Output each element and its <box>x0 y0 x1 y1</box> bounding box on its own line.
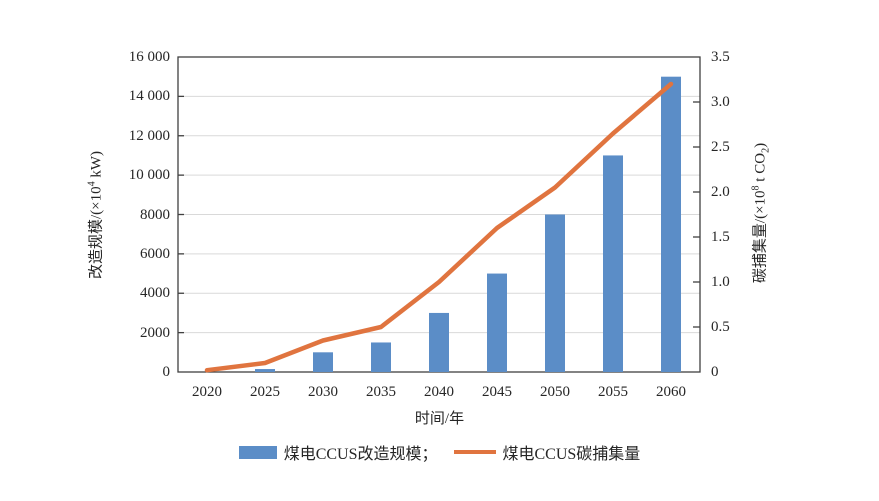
x-axis-tick-label: 2060 <box>656 384 686 400</box>
x-axis-tick-label: 2025 <box>250 384 280 400</box>
right-axis-tick-label: 1.0 <box>711 274 730 290</box>
right-axis-tick-label: 1.5 <box>711 229 730 245</box>
x-axis-tick-label: 2055 <box>598 384 628 400</box>
left-axis-tick-label: 8000 <box>140 206 170 223</box>
left-axis-tick-label: 4000 <box>140 285 170 302</box>
right-axis-tick-label: 2.0 <box>711 184 730 200</box>
left-axis-tick-label: 0 <box>162 364 171 380</box>
left-axis-title-unit: kW) <box>88 150 105 182</box>
bar-2055 <box>603 155 623 372</box>
bar-2045 <box>487 273 507 372</box>
left-axis-title-text: 改造规模/(×10 <box>88 186 105 280</box>
legend-line-swatch <box>453 450 496 454</box>
left-axis-tick-label: 6000 <box>140 245 170 262</box>
bar-2050 <box>545 214 565 372</box>
legend-bar-label: 煤电CCUS改造规模； <box>283 446 438 463</box>
right-axis-title-subscript: 2 <box>760 147 772 153</box>
x-axis-tick-label: 2040 <box>424 384 454 400</box>
right-axis-tick-label: 2.5 <box>711 139 730 155</box>
x-axis-title: 时间/年 <box>414 411 465 427</box>
left-axis-title: 改造规模/(×104 kW) <box>85 151 106 279</box>
left-axis-title-superscript: 4 <box>86 181 98 187</box>
right-axis-tick-label: 3.5 <box>711 49 730 65</box>
x-axis-tick-label: 2035 <box>366 384 396 400</box>
bar-2035 <box>371 342 391 372</box>
bar-2025 <box>255 369 275 372</box>
left-axis-tick-label: 16 000 <box>128 49 170 65</box>
right-axis-tick-label: 0.5 <box>711 319 730 335</box>
legend-bar-swatch <box>238 445 277 459</box>
x-axis-tick-label: 2045 <box>482 384 512 400</box>
x-axis-tick-label: 2020 <box>192 384 222 400</box>
carbon-capture-line <box>204 81 674 373</box>
bar-2030 <box>313 352 333 372</box>
right-axis-tick-label: 3.0 <box>711 94 730 110</box>
right-axis-title-close: ) <box>752 142 769 148</box>
legend: 煤电CCUS改造规模； 煤电CCUS碳捕集量 <box>0 440 879 464</box>
left-axis-tick-label: 12 000 <box>128 127 170 144</box>
x-axis-tick-label: 2050 <box>540 384 570 400</box>
left-axis-tick-label: 10 000 <box>128 167 170 184</box>
right-axis-title-superscript: 8 <box>750 185 762 191</box>
left-axis-tick-label: 14 000 <box>128 88 170 105</box>
bar-2060 <box>661 76 681 372</box>
right-axis-title: 碳捕集量/(×108 t CO2) <box>749 143 772 283</box>
right-axis-title-unit: t CO <box>752 152 769 186</box>
bar-2040 <box>429 312 449 372</box>
right-axis-tick-label: 0 <box>711 364 719 380</box>
right-axis-title-text: 碳捕集量/(×10 <box>752 190 769 284</box>
left-axis-tick-label: 2000 <box>140 324 170 341</box>
x-axis-tick-label: 2030 <box>308 384 338 400</box>
legend-line-label: 煤电CCUS碳捕集量 <box>502 446 641 463</box>
